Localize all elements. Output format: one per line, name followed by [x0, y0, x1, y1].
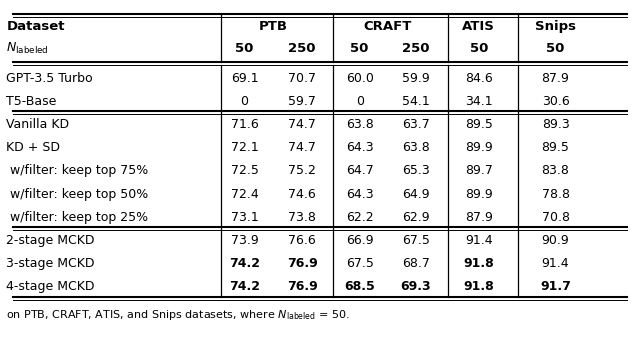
Text: 72.5: 72.5: [230, 164, 259, 177]
Text: 0: 0: [356, 95, 364, 108]
Text: 74.7: 74.7: [288, 118, 316, 131]
Text: Vanilla KD: Vanilla KD: [6, 118, 70, 131]
Text: 2-stage MCKD: 2-stage MCKD: [6, 234, 95, 247]
Text: 67.5: 67.5: [346, 257, 374, 270]
Text: KD + SD: KD + SD: [6, 141, 60, 154]
Text: 68.7: 68.7: [402, 257, 430, 270]
Text: 50: 50: [236, 42, 253, 55]
Text: 250: 250: [289, 42, 316, 55]
Text: 64.3: 64.3: [346, 188, 374, 201]
Text: 74.2: 74.2: [229, 280, 260, 293]
Text: 63.8: 63.8: [346, 118, 374, 131]
Text: 250: 250: [403, 42, 429, 55]
Text: 54.1: 54.1: [402, 95, 430, 108]
Text: 71.6: 71.6: [230, 118, 259, 131]
Text: 87.9: 87.9: [541, 72, 570, 85]
Text: 62.2: 62.2: [346, 211, 374, 224]
Text: 69.1: 69.1: [230, 72, 259, 85]
Text: 91.4: 91.4: [465, 234, 493, 247]
Text: 75.2: 75.2: [288, 164, 316, 177]
Text: 62.9: 62.9: [402, 211, 430, 224]
Text: 74.7: 74.7: [288, 141, 316, 154]
Text: 34.1: 34.1: [465, 95, 493, 108]
Text: 83.8: 83.8: [541, 164, 570, 177]
Text: Dataset: Dataset: [6, 20, 65, 33]
Text: 76.9: 76.9: [287, 257, 317, 270]
Text: 72.1: 72.1: [230, 141, 259, 154]
Text: 50: 50: [351, 42, 369, 55]
Text: 90.9: 90.9: [541, 234, 570, 247]
Text: $N_\mathrm{labeled}$: $N_\mathrm{labeled}$: [6, 41, 49, 57]
Text: 63.8: 63.8: [402, 141, 430, 154]
Text: w/filter: keep top 25%: w/filter: keep top 25%: [6, 211, 148, 224]
Text: 69.3: 69.3: [401, 280, 431, 293]
Text: 91.8: 91.8: [463, 280, 494, 293]
Text: 74.2: 74.2: [229, 257, 260, 270]
Text: 59.9: 59.9: [402, 72, 430, 85]
Text: 84.6: 84.6: [465, 72, 493, 85]
Text: 65.3: 65.3: [402, 164, 430, 177]
Text: 89.5: 89.5: [541, 141, 570, 154]
Text: w/filter: keep top 50%: w/filter: keep top 50%: [6, 188, 148, 201]
Text: 3-stage MCKD: 3-stage MCKD: [6, 257, 95, 270]
Text: 91.4: 91.4: [541, 257, 570, 270]
Text: 50: 50: [470, 42, 488, 55]
Text: 89.3: 89.3: [541, 118, 570, 131]
Text: w/filter: keep top 75%: w/filter: keep top 75%: [6, 164, 148, 177]
Text: 70.7: 70.7: [288, 72, 316, 85]
Text: 89.5: 89.5: [465, 118, 493, 131]
Text: ATIS: ATIS: [462, 20, 495, 33]
Text: 50: 50: [547, 42, 564, 55]
Text: 78.8: 78.8: [541, 188, 570, 201]
Text: 76.6: 76.6: [288, 234, 316, 247]
Text: 59.7: 59.7: [288, 95, 316, 108]
Text: 76.9: 76.9: [287, 280, 317, 293]
Text: 73.8: 73.8: [288, 211, 316, 224]
Text: 4-stage MCKD: 4-stage MCKD: [6, 280, 95, 293]
Text: PTB: PTB: [259, 20, 288, 33]
Text: 91.8: 91.8: [463, 257, 494, 270]
Text: 64.7: 64.7: [346, 164, 374, 177]
Text: 68.5: 68.5: [344, 280, 375, 293]
Text: CRAFT: CRAFT: [364, 20, 412, 33]
Text: 72.4: 72.4: [230, 188, 259, 201]
Text: 63.7: 63.7: [402, 118, 430, 131]
Text: 0: 0: [241, 95, 248, 108]
Text: 64.3: 64.3: [346, 141, 374, 154]
Text: T5-Base: T5-Base: [6, 95, 57, 108]
Text: on PTB, CRAFT, ATIS, and Snips datasets, where $N_{\mathrm{labeled}}$ = 50.: on PTB, CRAFT, ATIS, and Snips datasets,…: [6, 308, 350, 322]
Text: Snips: Snips: [535, 20, 576, 33]
Text: 66.9: 66.9: [346, 234, 374, 247]
Text: 89.7: 89.7: [465, 164, 493, 177]
Text: 73.9: 73.9: [230, 234, 259, 247]
Text: GPT-3.5 Turbo: GPT-3.5 Turbo: [6, 72, 93, 85]
Text: 70.8: 70.8: [541, 211, 570, 224]
Text: 67.5: 67.5: [402, 234, 430, 247]
Text: 30.6: 30.6: [541, 95, 570, 108]
Text: 89.9: 89.9: [465, 188, 493, 201]
Text: 89.9: 89.9: [465, 141, 493, 154]
Text: 60.0: 60.0: [346, 72, 374, 85]
Text: 64.9: 64.9: [402, 188, 430, 201]
Text: 91.7: 91.7: [540, 280, 571, 293]
Text: 74.6: 74.6: [288, 188, 316, 201]
Text: 87.9: 87.9: [465, 211, 493, 224]
Text: 73.1: 73.1: [230, 211, 259, 224]
